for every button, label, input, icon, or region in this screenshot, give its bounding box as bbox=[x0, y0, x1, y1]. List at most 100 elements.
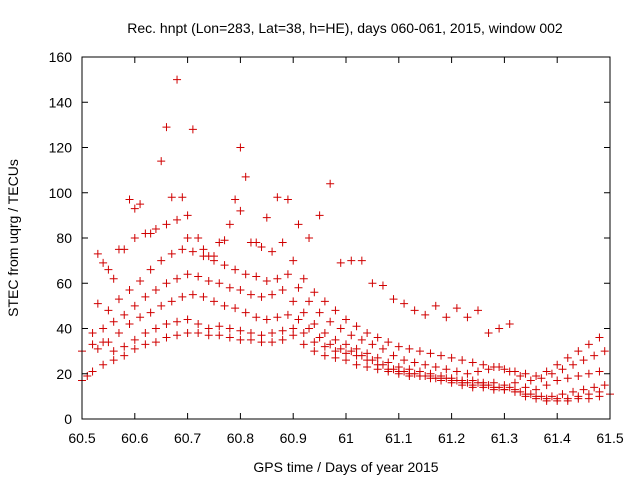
data-point bbox=[595, 387, 604, 396]
data-point bbox=[315, 333, 324, 342]
data-point bbox=[125, 319, 134, 328]
data-point bbox=[241, 308, 250, 317]
data-point bbox=[569, 360, 578, 369]
data-point bbox=[537, 392, 546, 401]
data-point bbox=[157, 157, 166, 166]
data-point bbox=[278, 238, 287, 247]
data-point bbox=[389, 295, 398, 304]
data-point bbox=[225, 324, 234, 333]
data-point bbox=[93, 344, 102, 353]
data-point bbox=[283, 270, 292, 279]
data-point bbox=[183, 211, 192, 220]
data-point bbox=[510, 385, 519, 394]
data-point bbox=[257, 292, 266, 301]
data-point bbox=[130, 234, 139, 242]
x-tick-label: 61.1 bbox=[385, 430, 412, 446]
y-tick-label: 140 bbox=[49, 94, 73, 110]
data-point bbox=[326, 317, 335, 326]
data-point bbox=[474, 306, 482, 315]
data-point bbox=[167, 249, 176, 258]
data-point bbox=[347, 347, 356, 356]
y-tick-label: 60 bbox=[56, 275, 72, 291]
data-point bbox=[521, 383, 530, 392]
data-point bbox=[400, 299, 409, 308]
data-point bbox=[183, 329, 192, 338]
data-point bbox=[157, 301, 166, 310]
data-point bbox=[526, 390, 535, 399]
data-point bbox=[88, 367, 97, 376]
data-point bbox=[553, 376, 562, 385]
data-point bbox=[236, 206, 245, 215]
data-point bbox=[268, 338, 277, 347]
data-point bbox=[109, 347, 118, 356]
data-point bbox=[553, 360, 562, 369]
data-point bbox=[130, 301, 139, 310]
data-point bbox=[410, 369, 419, 378]
data-point bbox=[120, 351, 129, 360]
data-point bbox=[273, 193, 282, 202]
data-point bbox=[125, 195, 134, 204]
data-point bbox=[299, 308, 308, 317]
data-point bbox=[299, 340, 308, 349]
x-tick-label: 61.2 bbox=[438, 430, 465, 446]
data-point bbox=[310, 338, 319, 347]
data-point bbox=[220, 301, 229, 310]
data-point bbox=[421, 360, 430, 369]
data-point bbox=[130, 204, 139, 213]
data-point bbox=[268, 329, 277, 338]
data-point bbox=[542, 394, 551, 403]
data-point bbox=[320, 329, 329, 338]
data-point bbox=[458, 356, 467, 365]
data-point bbox=[141, 329, 150, 338]
y-tick-label: 40 bbox=[56, 321, 72, 337]
y-axis: 0 20 40 60 80 100 120 140 160 bbox=[49, 49, 610, 427]
data-point bbox=[521, 369, 530, 378]
data-point bbox=[479, 378, 488, 387]
data-point bbox=[114, 295, 123, 304]
data-point bbox=[442, 313, 451, 322]
data-point bbox=[178, 292, 187, 301]
data-point bbox=[294, 315, 303, 324]
y-axis-label: STEC from uqrg / TECUs bbox=[5, 159, 21, 317]
y-tick-label: 160 bbox=[49, 49, 73, 65]
data-point bbox=[257, 243, 266, 252]
plot-frame bbox=[81, 56, 611, 420]
data-point bbox=[188, 247, 197, 256]
data-point bbox=[579, 385, 588, 394]
data-point bbox=[151, 338, 160, 347]
data-point bbox=[505, 319, 514, 328]
data-point bbox=[468, 376, 477, 385]
data-point bbox=[294, 283, 303, 292]
data-point bbox=[262, 213, 271, 222]
data-point bbox=[415, 367, 424, 376]
data-point bbox=[563, 394, 572, 403]
data-point bbox=[215, 331, 224, 340]
data-point bbox=[410, 358, 419, 367]
data-point bbox=[336, 324, 345, 333]
data-point bbox=[357, 256, 366, 265]
data-point bbox=[183, 234, 192, 242]
data-point bbox=[99, 258, 108, 267]
data-point bbox=[537, 374, 546, 383]
data-point bbox=[600, 347, 609, 356]
data-point bbox=[447, 374, 456, 383]
data-point bbox=[326, 179, 335, 188]
x-tick-label: 61.5 bbox=[596, 430, 623, 446]
y-tick-label: 80 bbox=[56, 230, 72, 246]
data-point bbox=[104, 265, 113, 274]
data-points bbox=[78, 75, 614, 405]
data-point bbox=[183, 315, 192, 324]
chart-title: Rec. hnpt (Lon=283, Lat=38, h=HE), days … bbox=[127, 20, 563, 36]
data-point bbox=[120, 342, 129, 351]
data-point bbox=[357, 335, 366, 344]
data-point bbox=[394, 362, 403, 371]
data-point bbox=[326, 340, 335, 349]
data-point bbox=[484, 381, 493, 390]
data-point bbox=[167, 297, 176, 306]
data-point bbox=[289, 256, 298, 265]
data-point bbox=[584, 340, 593, 349]
data-point bbox=[204, 331, 213, 340]
data-point bbox=[363, 349, 372, 358]
data-point bbox=[268, 290, 277, 299]
data-point bbox=[299, 274, 308, 283]
